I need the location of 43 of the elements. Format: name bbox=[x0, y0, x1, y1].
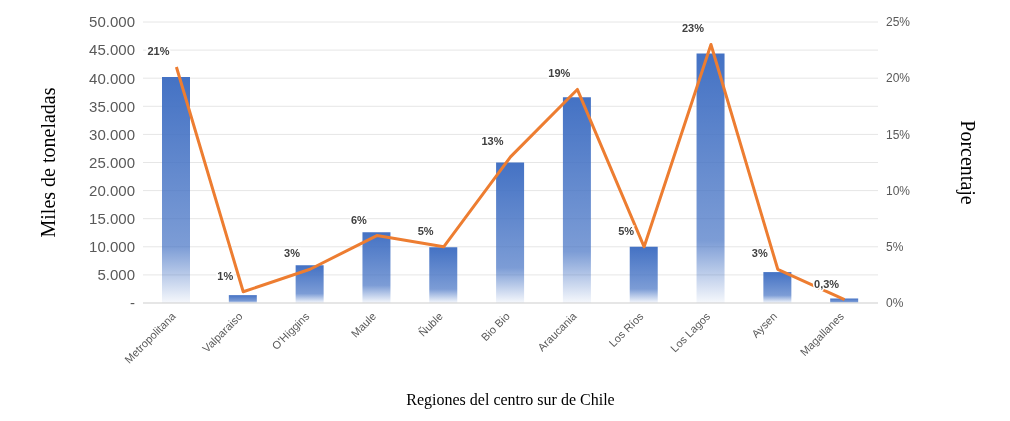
bar bbox=[429, 247, 458, 303]
y-axis-title: Miles de toneladas bbox=[37, 87, 60, 238]
line-series bbox=[174, 42, 847, 302]
data-label: 23% bbox=[681, 22, 705, 35]
data-label: 5% bbox=[618, 224, 635, 237]
y-tick-label: 50.000 bbox=[89, 13, 135, 31]
bar bbox=[162, 77, 190, 303]
data-label: 5% bbox=[417, 224, 434, 237]
data-label: 3% bbox=[751, 247, 768, 260]
y2-tick-label: 10% bbox=[886, 183, 911, 198]
y-tick-label: 15.000 bbox=[89, 210, 135, 228]
bar bbox=[496, 162, 525, 303]
data-label: 1% bbox=[217, 269, 234, 282]
y-tick-label: 5.000 bbox=[97, 266, 135, 284]
bar bbox=[562, 97, 591, 303]
y-tick-label: 45.000 bbox=[89, 41, 135, 59]
data-label: 0,3% bbox=[814, 277, 840, 290]
y-tick-label: 30.000 bbox=[89, 125, 135, 143]
x-axis-title: Regiones del centro sur de Chile bbox=[406, 391, 615, 409]
y2-tick-label: 25% bbox=[886, 15, 911, 30]
y-tick-label: 25.000 bbox=[89, 153, 135, 171]
y-tick-label: 35.000 bbox=[89, 97, 135, 115]
data-label: 3% bbox=[284, 247, 301, 260]
y-tick-label: 10.000 bbox=[89, 238, 135, 256]
y2-tick-label: 15% bbox=[886, 127, 911, 142]
y2-tick-label: 0% bbox=[886, 296, 904, 311]
y-tick-label: 20.000 bbox=[89, 181, 135, 199]
bar bbox=[295, 265, 324, 303]
bar bbox=[629, 246, 658, 303]
data-label: 21% bbox=[147, 44, 170, 57]
y2-tick-label: 20% bbox=[886, 71, 911, 86]
data-label: 6% bbox=[350, 213, 368, 226]
bar bbox=[362, 232, 391, 303]
data-label: 19% bbox=[548, 67, 571, 80]
y2-axis-title: Porcentaje bbox=[955, 120, 979, 205]
y-tick-label: 40.000 bbox=[89, 69, 135, 87]
bar bbox=[696, 53, 725, 303]
x-tick-label: Bio Bio bbox=[478, 309, 512, 344]
data-label: 13% bbox=[481, 134, 504, 147]
y2-tick-label: 5% bbox=[886, 240, 904, 255]
x-tick-label: Los Ríos bbox=[606, 309, 646, 350]
y-tick-label: - bbox=[130, 294, 135, 312]
bar bbox=[763, 272, 792, 303]
